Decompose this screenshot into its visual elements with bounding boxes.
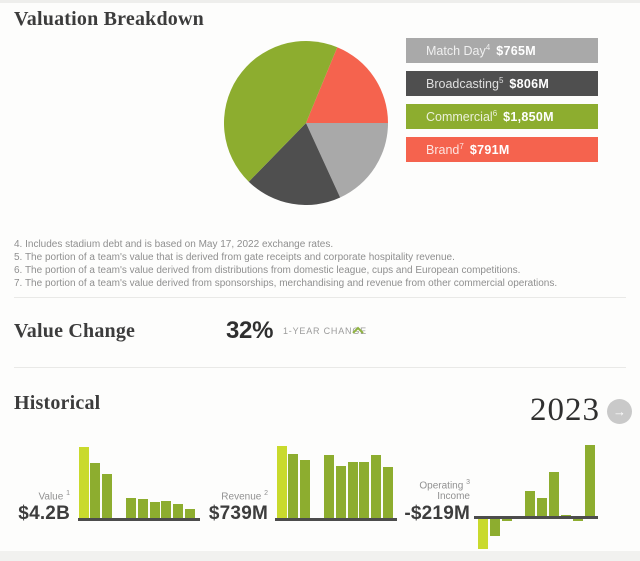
footnote: 6. The portion of a team's value derived… [14, 265, 521, 276]
bar-revenue-0 [276, 446, 287, 518]
bar-value-2 [102, 474, 113, 518]
footnote: 5. The portion of a team's value that is… [14, 252, 455, 263]
bar-revenue-9 [383, 467, 394, 518]
pie-slice-broadcasting [248, 123, 341, 205]
chart-current-value: -$219M [404, 503, 470, 525]
chart-label-operating: Operating 3 Income -$219M [404, 477, 470, 523]
footnotes: 4. Includes stadium debt and is based on… [14, 238, 620, 290]
bar-value-9 [185, 509, 196, 518]
chart-title-line: Operating 3 [419, 479, 470, 492]
chart-label-value: Value 1 $4.2B [18, 488, 70, 523]
footnote: 4. Includes stadium debt and is based on… [14, 239, 334, 250]
bar-value-1 [90, 463, 101, 518]
chart-current-value: $4.2B [18, 503, 70, 525]
bar-revenue-2 [300, 460, 311, 518]
next-year-button[interactable]: → [607, 399, 632, 424]
chart-current-value: $739M [208, 503, 268, 525]
bar-operating-2 [501, 519, 512, 521]
value-change-percent: 32% [226, 317, 274, 344]
historical-title: Historical [14, 392, 101, 414]
bar-revenue-7 [359, 462, 370, 518]
chart-baseline [474, 516, 598, 519]
bar-operating-0 [478, 519, 488, 549]
section-divider [14, 297, 626, 298]
pie-slice-brand [306, 47, 388, 124]
legend-value: $791M [469, 142, 510, 157]
pie-slice-matchday [306, 123, 388, 198]
bar-revenue-8 [371, 455, 382, 518]
legend-row-matchday: Match Day4 $765M [406, 38, 598, 63]
bar-revenue-5 [335, 466, 346, 518]
chart-title-line: Value 1 [38, 490, 70, 503]
value-change-title: Value Change [14, 320, 136, 342]
valuation-breakdown-title: Valuation Breakdown [14, 8, 204, 30]
legend-value: $806M [509, 76, 550, 91]
chart-title-line: Income [437, 491, 470, 503]
section-divider [14, 367, 626, 368]
chart-label-revenue: Revenue 2 $739M [209, 488, 268, 523]
legend-row-brand: Brand7 $791M [406, 137, 598, 162]
bar-operating-8 [572, 519, 583, 521]
bar-operating-7 [560, 515, 571, 516]
bar-value-5 [137, 499, 148, 518]
legend-label: Brand7 [426, 141, 464, 158]
selected-year: 2023 [530, 392, 600, 428]
bar-value-0 [78, 447, 89, 518]
legend-label: Commercial6 [426, 108, 498, 125]
legend-label: Broadcasting5 [426, 75, 504, 92]
bar-revenue-4 [323, 455, 334, 518]
bar-operating-5 [537, 498, 548, 516]
bar-value-8 [173, 504, 184, 518]
bar-value-7 [161, 501, 172, 518]
legend-value: $765M [496, 43, 536, 58]
pie-legend: Match Day4 $765M Broadcasting5 $806M Commerc… [406, 38, 598, 170]
chart-baseline [78, 518, 200, 521]
bar-operating-9 [584, 445, 595, 516]
chart-baseline [275, 518, 397, 521]
bar-operating-6 [549, 472, 560, 516]
bottom-edge-strip [0, 551, 640, 561]
value-change-caption: 1-YEAR CHANGE [283, 326, 367, 336]
footnote: 7. The portion of a team's value derived… [14, 278, 558, 289]
chart-title-line: Revenue 2 [221, 490, 268, 503]
bar-value-4 [125, 498, 136, 518]
bar-revenue-6 [347, 462, 358, 518]
bar-operating-1 [489, 519, 500, 536]
bar-value-6 [149, 502, 160, 518]
legend-label: Match Day4 [426, 42, 491, 59]
up-caret-icon [352, 326, 364, 334]
valuation-pie-chart [224, 41, 388, 205]
top-edge-strip [0, 0, 640, 3]
arrow-right-icon: → [613, 404, 626, 419]
bar-operating-4 [525, 491, 536, 516]
pie-slice-commercial [224, 41, 338, 182]
legend-row-broadcasting: Broadcasting5 $806M [406, 71, 598, 96]
legend-row-commercial: Commercial6 $1,850M [406, 104, 598, 129]
legend-value: $1,850M [503, 109, 554, 124]
bar-revenue-1 [288, 454, 299, 518]
